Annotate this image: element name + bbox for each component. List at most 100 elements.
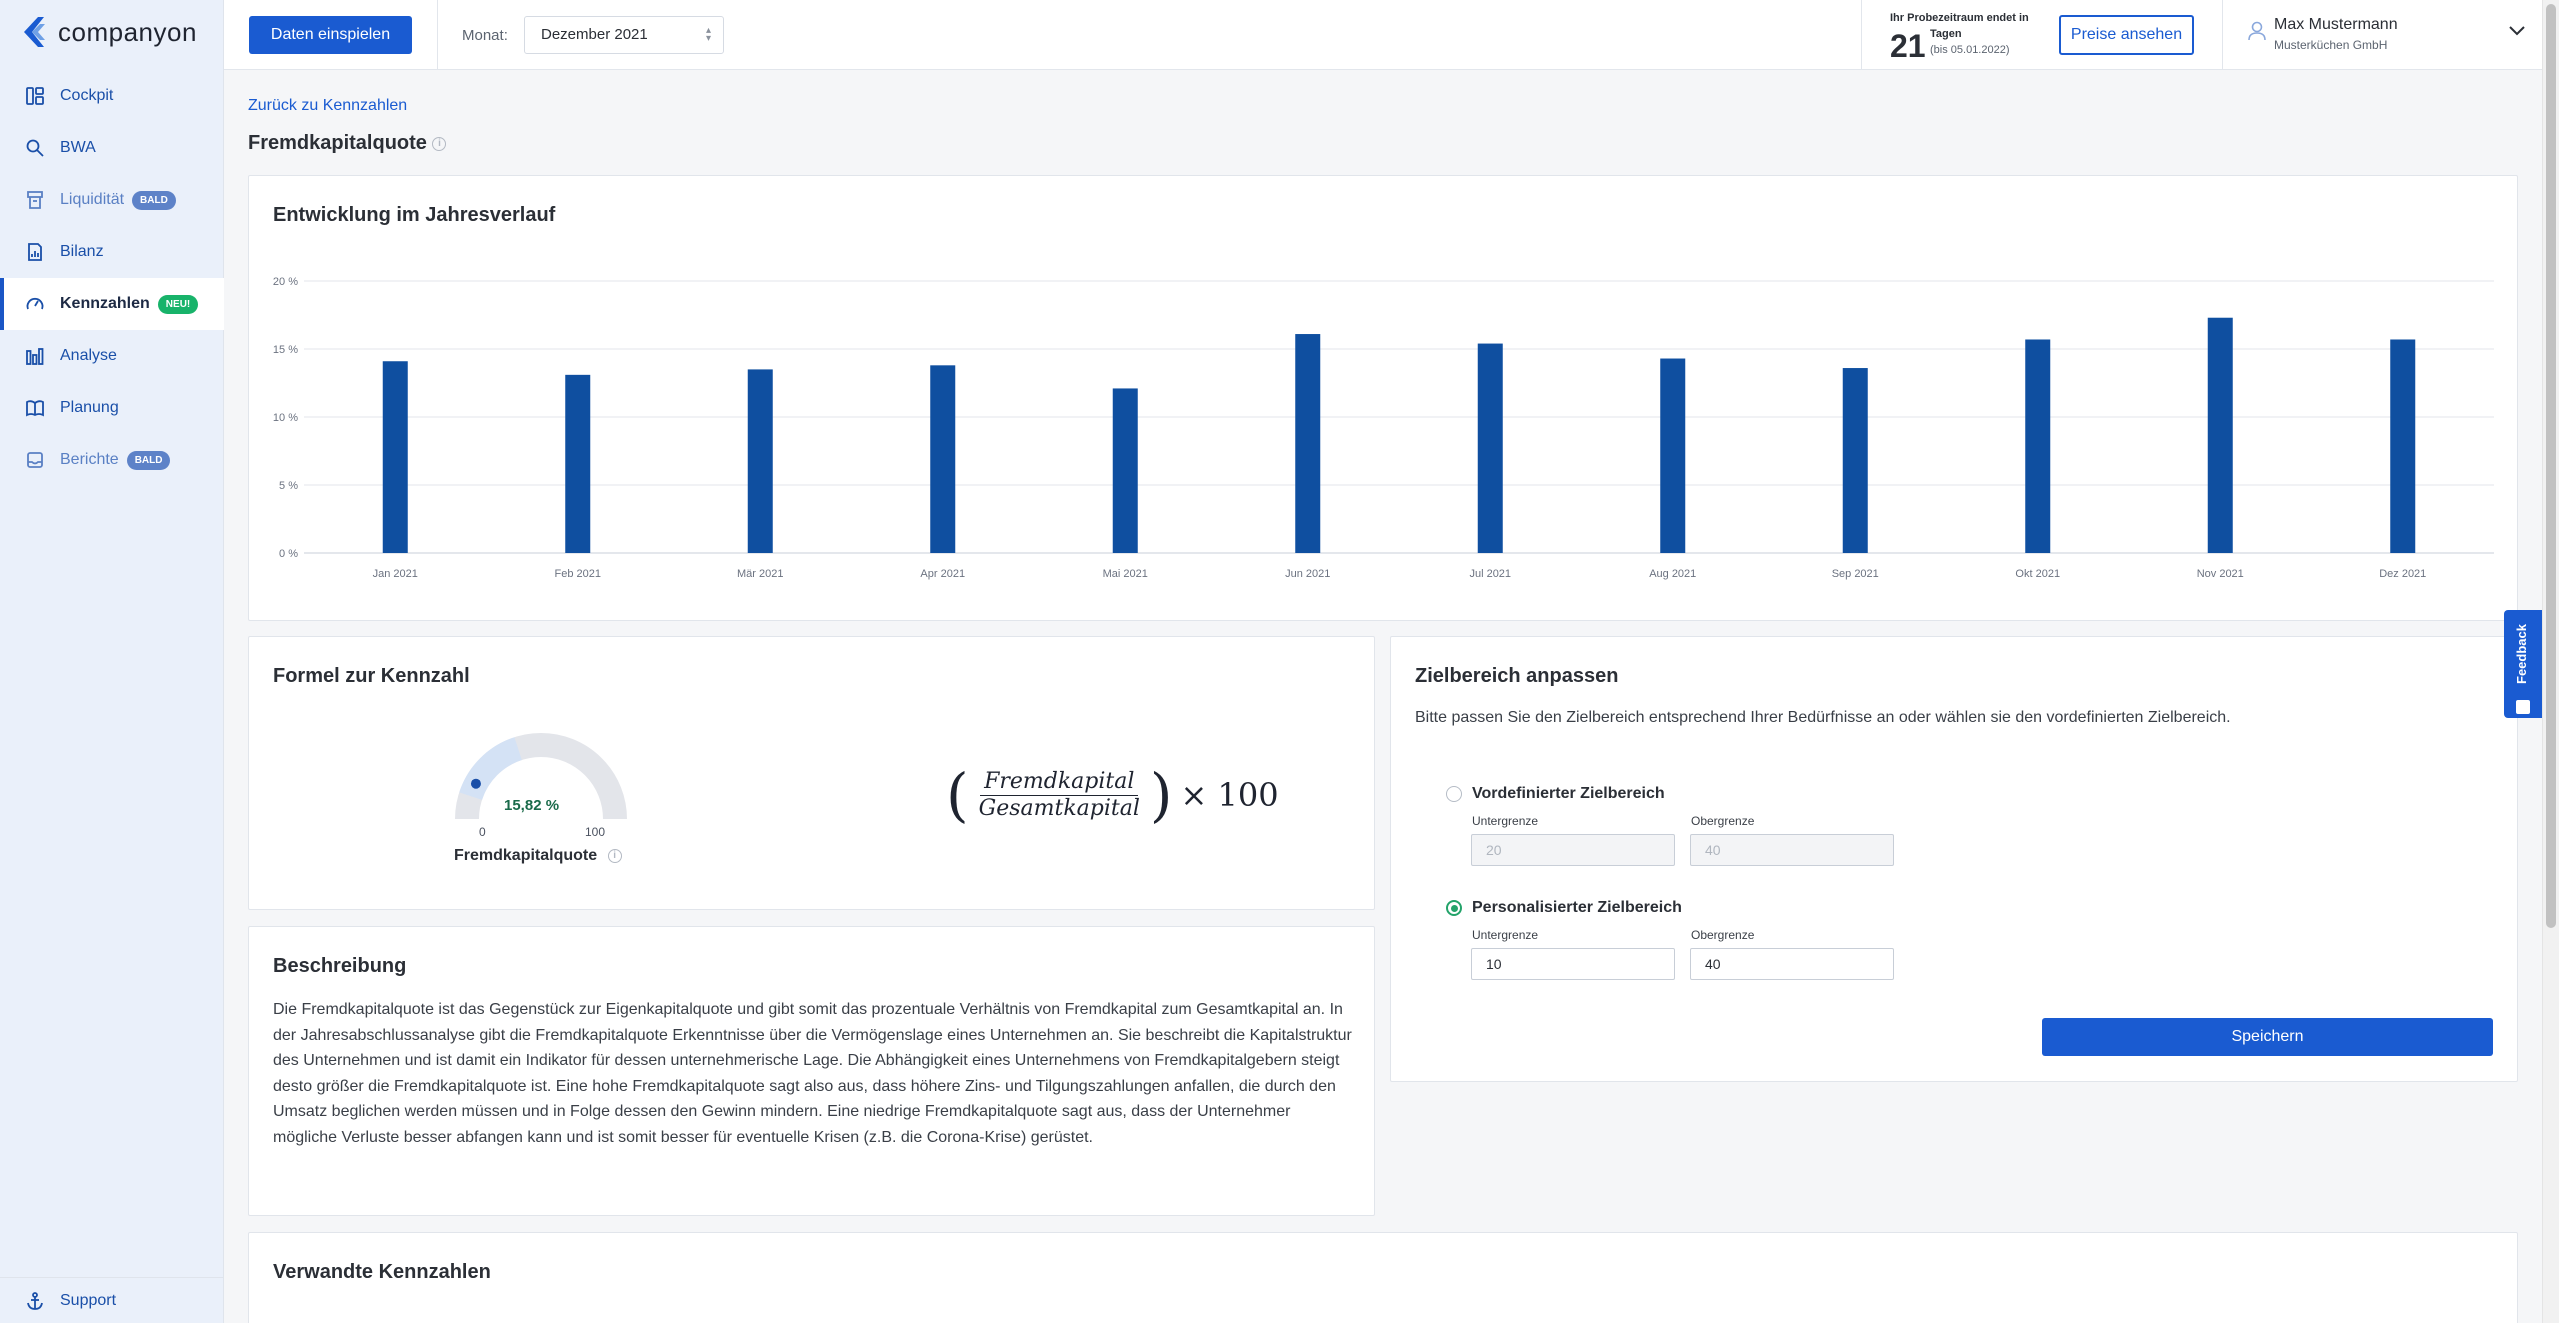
support-label: Support [60, 1291, 117, 1309]
feedback-label: Feedback [2514, 624, 2529, 684]
user-company: Musterküchen GmbH [2274, 38, 2388, 52]
formula-numerator: Fremdkapital [980, 769, 1139, 796]
month-select-value: Dezember 2021 [541, 26, 648, 43]
y-tick-label: 5 % [279, 480, 298, 492]
sidebar-item-label: Cockpit [60, 87, 114, 104]
radio-checked[interactable] [1446, 900, 1462, 916]
x-tick-label: Mär 2021 [737, 568, 783, 580]
soon-badge: BALD [132, 190, 176, 210]
upper-bound-label: Obergrenze [1691, 814, 1755, 828]
formula-fraction: Fremdkapital Gesamtkapital [975, 769, 1144, 822]
import-data-button[interactable]: Daten einspielen [249, 16, 412, 54]
radio-predefined-range[interactable]: Vordefinierter Zielbereich [1446, 785, 1665, 803]
header-divider [1861, 0, 1862, 70]
chart-bar[interactable] [1295, 334, 1321, 553]
y-tick-label: 10 % [273, 412, 298, 424]
x-tick-label: Dez 2021 [2379, 568, 2426, 580]
sidebar-item-planung[interactable]: Planung [0, 382, 224, 434]
x-tick-label: Mai 2021 [1103, 568, 1148, 580]
info-icon[interactable]: i [607, 848, 622, 863]
info-icon[interactable]: i [432, 136, 447, 151]
personal-lower-input[interactable] [1471, 948, 1675, 980]
view-prices-button[interactable]: Preise ansehen [2059, 15, 2194, 55]
page-scrollbar[interactable] [2542, 0, 2559, 1323]
chart-bar[interactable] [1842, 368, 1868, 553]
save-button[interactable]: Speichern [2042, 1018, 2493, 1056]
predefined-range-label: Vordefinierter Zielbereich [1472, 785, 1665, 802]
page-title: Fremdkapitalquote i [248, 132, 447, 155]
trial-text: Ihr Probezeitraum endet in [1890, 12, 2029, 24]
chart-bar[interactable] [930, 365, 956, 553]
gauge-chart [455, 733, 627, 820]
search-icon [24, 137, 46, 159]
gauge: 15,82 % [441, 717, 641, 867]
personal-range-label: Personalisierter Zielbereich [1472, 899, 1682, 916]
x-tick-label: Jul 2021 [1469, 568, 1511, 580]
sidebar-item-bwa[interactable]: BWA [0, 122, 224, 174]
month-select[interactable]: Dezember 2021 ▴ ▾ [524, 16, 724, 54]
sidebar-item-label: Bilanz [60, 243, 104, 260]
chart-bar[interactable] [747, 369, 773, 553]
description-card-title: Beschreibung [273, 955, 407, 977]
x-tick-label: Aug 2021 [1649, 568, 1696, 580]
feedback-icon [2516, 700, 2530, 714]
chart-bar[interactable] [565, 374, 591, 553]
target-hint: Bitte passen Sie den Zielbereich entspre… [1415, 709, 2231, 726]
sidebar-item-berichte[interactable]: Berichte BALD [0, 434, 224, 486]
chart-bar[interactable] [2025, 339, 2051, 553]
sidebar-item-label: Planung [60, 399, 119, 416]
sidebar-item-bilanz[interactable]: Bilanz [0, 226, 224, 278]
header-divider [437, 0, 438, 70]
scrollbar-thumb[interactable] [2546, 4, 2556, 928]
y-tick-label: 0 % [279, 548, 298, 560]
sidebar-item-support[interactable]: Support [0, 1277, 224, 1323]
dashboard-icon [24, 85, 46, 107]
sidebar-item-label: Analyse [60, 347, 117, 364]
gauge-label-text: Fremdkapitalquote [454, 847, 598, 864]
sidebar-item-label: BWA [60, 139, 96, 156]
chart-card: Entwicklung im Jahresverlauf 0 % 5 % 10 % 1… [248, 175, 2518, 621]
chart-card-title: Entwicklung im Jahresverlauf [273, 204, 556, 226]
logo[interactable]: companyon [18, 14, 197, 50]
sidebar-item-kennzahlen[interactable]: Kennzahlen NEU! [0, 278, 224, 330]
lower-bound-label: Untergrenze [1472, 928, 1539, 942]
chart-bar[interactable] [382, 361, 408, 553]
chevron-down-icon [2509, 26, 2525, 36]
chart-bar[interactable] [1112, 388, 1138, 553]
inbox-icon [24, 449, 46, 471]
gauge-label: Fremdkapitalquote i [454, 847, 622, 865]
soon-badge: BALD [126, 450, 171, 470]
gauge-icon [24, 293, 46, 315]
x-tick-label: Jun 2021 [1285, 568, 1330, 580]
companyon-logo-icon [24, 17, 45, 47]
gauge-marker [470, 778, 481, 789]
sidebar-item-analyse[interactable]: Analyse [0, 330, 224, 382]
x-tick-label: Okt 2021 [2015, 568, 2060, 580]
y-tick-label: 15 % [273, 344, 298, 356]
sidebar-item-liquiditaet[interactable]: Liquidität BALD [0, 174, 224, 226]
chart-bar[interactable] [1477, 343, 1503, 553]
sidebar-item-label: Berichte [60, 451, 119, 468]
month-label: Monat: [462, 27, 508, 44]
sidebar-item-cockpit[interactable]: Cockpit [0, 70, 224, 122]
radio-personal-range[interactable]: Personalisierter Zielbereich [1446, 899, 1682, 917]
description-card: Beschreibung Die Fremdkapitalquote ist d… [248, 926, 1375, 1216]
sidebar-item-label: Liquidität [60, 191, 125, 208]
user-menu[interactable]: Max Mustermann Musterküchen GmbH [2246, 14, 2526, 58]
anchor-icon [24, 1290, 46, 1312]
chart-bar[interactable] [1660, 358, 1686, 553]
chart-bar[interactable] [2207, 317, 2233, 553]
target-range-card: Zielbereich anpassen Bitte passen Sie de… [1390, 636, 2518, 1082]
chart-bar[interactable] [2390, 339, 2416, 553]
trial-days-unit: Tagen [1930, 28, 1962, 40]
formula: ( Fremdkapital Gesamtkapital ) × 100 [946, 765, 1279, 825]
radio-unchecked[interactable] [1446, 786, 1462, 802]
x-tick-label: Feb 2021 [555, 568, 601, 580]
back-to-kennzahlen-link[interactable]: Zurück zu Kennzahlen [248, 97, 408, 114]
personal-upper-input[interactable] [1690, 948, 1894, 980]
formula-multiplier: × 100 [1180, 776, 1279, 814]
feedback-tab[interactable]: Feedback [2504, 610, 2542, 718]
bar-chart-icon [24, 345, 46, 367]
page-title-text: Fremdkapitalquote [248, 132, 427, 154]
